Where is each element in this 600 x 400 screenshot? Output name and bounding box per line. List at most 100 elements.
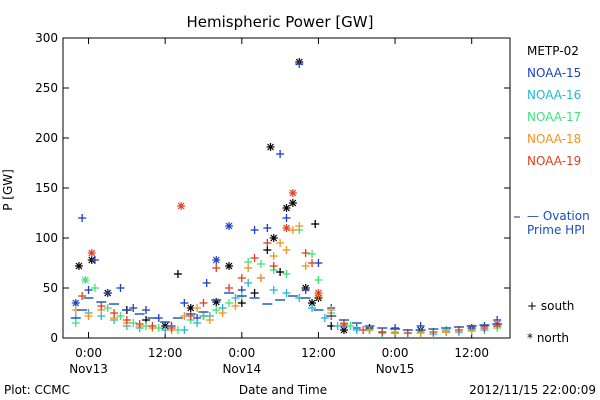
y-axis-label: P [GW] <box>1 169 15 211</box>
data-point <box>87 249 96 257</box>
y-tick-label: 300 <box>35 31 58 45</box>
legend-entry: NOAA-19 <box>527 154 581 168</box>
x-tick-label: 12:00 <box>454 346 489 360</box>
footer-right: 2012/11/15 22:00:09 <box>469 383 596 397</box>
data-point <box>225 262 234 270</box>
data-point <box>301 249 310 257</box>
star-marker-d2 <box>283 224 290 232</box>
data-point <box>288 189 297 197</box>
star-marker-d2 <box>267 143 274 151</box>
data-point <box>467 326 476 334</box>
data-point <box>295 60 304 68</box>
data-point <box>237 274 246 282</box>
y-tick-label: 250 <box>35 81 58 95</box>
data-point <box>180 299 189 307</box>
data-point <box>282 246 291 254</box>
data-point <box>269 262 278 270</box>
data-point <box>103 304 112 312</box>
data-point <box>256 260 265 268</box>
data-point <box>320 314 329 322</box>
plot-area: 0 50 100 150 200 250 300 0:00 12:00 0:00 12:00 0:00… <box>35 31 590 376</box>
star-marker-d2 <box>225 222 233 230</box>
data-point <box>142 306 151 314</box>
data-point <box>282 289 291 297</box>
x-tick-label: 12:00 <box>148 346 183 360</box>
data-point <box>225 222 234 230</box>
data-point <box>359 326 368 334</box>
data-point <box>276 239 285 247</box>
data-point <box>282 270 291 278</box>
data-point <box>71 319 80 327</box>
legend-entry: NOAA-17 <box>527 110 581 124</box>
data-point <box>244 279 253 287</box>
data-point <box>378 328 387 336</box>
legend-entry: NOAA-18 <box>527 132 581 146</box>
data-point <box>202 279 211 287</box>
data-point <box>263 239 272 247</box>
data-point <box>116 312 125 320</box>
data-point <box>244 264 253 272</box>
x-date-label: Nov13 <box>69 362 108 376</box>
data-point <box>193 304 202 312</box>
data-point <box>173 270 182 278</box>
star-marker-d2 <box>72 299 80 307</box>
x-date-label: Nov14 <box>222 362 261 376</box>
data-point <box>256 274 265 282</box>
star-marker-d2 <box>75 262 83 270</box>
y-tick-label: 0 <box>50 331 58 345</box>
star-marker-d2 <box>289 189 297 197</box>
x-date-label: Nov15 <box>376 362 415 376</box>
data-point <box>193 319 202 327</box>
data-point <box>129 304 138 312</box>
legend-entry: Prime HPI <box>527 223 585 237</box>
data-point <box>339 320 348 328</box>
data-point <box>263 224 272 232</box>
data-point <box>314 276 323 284</box>
data-point <box>71 299 80 307</box>
data-point <box>74 262 83 270</box>
data-point <box>78 214 87 222</box>
data-point <box>167 324 176 332</box>
data-point <box>135 320 144 328</box>
data-point <box>148 322 157 330</box>
data-point <box>231 294 240 302</box>
symbol-legend-entry: + south <box>527 299 574 313</box>
x-tick-label: 0:00 <box>228 346 255 360</box>
legend-entry: NOAA-15 <box>527 66 581 80</box>
data-point <box>295 222 304 230</box>
y-tick-label: 150 <box>35 181 58 195</box>
data-point <box>78 292 87 300</box>
symbol-legend-entry: * north <box>527 331 569 345</box>
data-point <box>263 246 272 254</box>
x-axis-label: Date and Time <box>239 383 327 397</box>
data-point <box>269 286 278 294</box>
star-marker-d2 <box>187 304 195 312</box>
data-point <box>177 202 186 210</box>
data-point <box>186 312 195 320</box>
data-point <box>237 299 246 307</box>
data-point <box>199 312 208 320</box>
data-point <box>250 289 259 297</box>
star-marker-d2 <box>308 299 316 307</box>
data-point <box>84 286 93 294</box>
data-point <box>199 299 208 307</box>
footer-left: Plot: CCMC <box>4 383 70 397</box>
star-marker-d2 <box>270 234 278 242</box>
data-point <box>90 256 99 264</box>
data-point <box>225 299 234 307</box>
data-point <box>311 220 320 228</box>
star-marker-d2 <box>283 204 290 212</box>
data-point <box>250 226 259 234</box>
data-point <box>266 143 275 151</box>
data-point <box>288 226 297 234</box>
star-marker-d2 <box>177 202 185 210</box>
data-point <box>231 302 240 310</box>
data-point <box>225 284 234 292</box>
data-point <box>205 316 214 324</box>
data-point <box>103 289 112 297</box>
data-point <box>116 284 125 292</box>
y-tick-label: 200 <box>35 131 58 145</box>
data-point <box>218 309 227 317</box>
chart-title: Hemispheric Power [GW] <box>187 13 374 31</box>
